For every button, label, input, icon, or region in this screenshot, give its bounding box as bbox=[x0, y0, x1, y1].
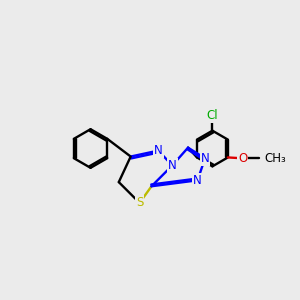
Text: N: N bbox=[168, 159, 177, 172]
Text: N: N bbox=[193, 174, 202, 187]
Text: N: N bbox=[201, 152, 209, 165]
Text: S: S bbox=[136, 196, 143, 209]
Text: N: N bbox=[154, 144, 163, 157]
Text: CH₃: CH₃ bbox=[264, 152, 286, 165]
Text: O: O bbox=[238, 152, 247, 165]
Text: Cl: Cl bbox=[207, 109, 218, 122]
